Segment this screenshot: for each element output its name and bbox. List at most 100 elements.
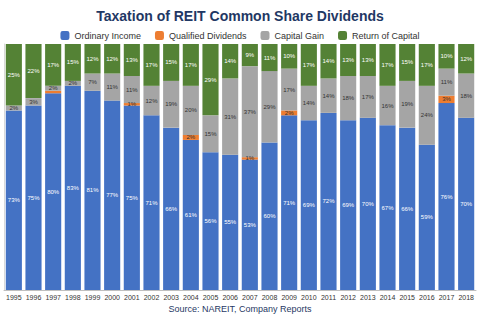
svg-text:2007: 2007 <box>242 294 258 301</box>
svg-text:16%: 16% <box>381 103 394 109</box>
svg-text:56%: 56% <box>204 218 217 224</box>
svg-text:1997: 1997 <box>45 294 61 301</box>
svg-text:Source: NAREIT, Company Report: Source: NAREIT, Company Reports <box>168 304 312 314</box>
svg-text:14%: 14% <box>322 93 335 99</box>
svg-text:13%: 13% <box>126 57 139 63</box>
svg-text:17%: 17% <box>421 62 434 68</box>
svg-text:17%: 17% <box>47 62 60 68</box>
svg-text:2%: 2% <box>186 134 195 140</box>
svg-text:Qualified Dividends: Qualified Dividends <box>169 31 247 41</box>
svg-text:60%: 60% <box>263 213 276 219</box>
svg-text:31%: 31% <box>224 114 237 120</box>
svg-text:70%: 70% <box>362 201 375 207</box>
svg-text:29%: 29% <box>204 77 217 83</box>
svg-text:2004: 2004 <box>183 294 199 301</box>
svg-text:15%: 15% <box>165 59 178 65</box>
svg-text:17%: 17% <box>362 94 375 100</box>
svg-text:77%: 77% <box>106 192 119 198</box>
svg-text:1999: 1999 <box>85 294 101 301</box>
svg-text:2015: 2015 <box>399 294 415 301</box>
svg-text:66%: 66% <box>401 206 414 212</box>
svg-text:15%: 15% <box>204 131 217 137</box>
svg-text:2013: 2013 <box>360 294 376 301</box>
svg-text:2005: 2005 <box>203 294 219 301</box>
svg-text:75%: 75% <box>27 195 40 201</box>
svg-text:2%: 2% <box>9 105 18 111</box>
svg-text:11%: 11% <box>106 84 118 90</box>
svg-text:10%: 10% <box>283 53 296 59</box>
svg-text:3%: 3% <box>442 96 451 102</box>
svg-text:55%: 55% <box>224 219 237 225</box>
svg-text:13%: 13% <box>342 57 355 63</box>
svg-text:73%: 73% <box>8 197 21 203</box>
svg-text:11%: 11% <box>264 55 276 61</box>
svg-text:2017: 2017 <box>439 294 455 301</box>
svg-text:17%: 17% <box>283 87 296 93</box>
svg-text:2011: 2011 <box>321 294 336 301</box>
svg-text:3%: 3% <box>29 99 38 105</box>
svg-text:19%: 19% <box>165 101 178 107</box>
svg-text:2%: 2% <box>285 110 294 116</box>
svg-text:15%: 15% <box>67 59 80 65</box>
svg-text:20%: 20% <box>185 107 198 113</box>
svg-text:22%: 22% <box>27 68 40 74</box>
svg-text:61%: 61% <box>185 212 198 218</box>
svg-text:83%: 83% <box>67 185 80 191</box>
svg-text:29%: 29% <box>263 104 276 110</box>
svg-text:Return of Capital: Return of Capital <box>352 31 420 41</box>
svg-text:18%: 18% <box>342 95 355 101</box>
svg-text:71%: 71% <box>283 200 296 206</box>
svg-text:76%: 76% <box>440 194 453 200</box>
svg-text:19%: 19% <box>401 101 414 107</box>
svg-text:1995: 1995 <box>6 294 22 301</box>
svg-text:14%: 14% <box>303 100 316 106</box>
svg-text:2014: 2014 <box>380 294 396 301</box>
svg-text:2%: 2% <box>68 80 77 86</box>
svg-text:71%: 71% <box>145 200 158 206</box>
svg-text:2012: 2012 <box>340 294 356 301</box>
svg-text:Ordinary Income: Ordinary Income <box>74 31 141 41</box>
svg-text:2008: 2008 <box>262 294 278 301</box>
svg-text:2009: 2009 <box>281 294 297 301</box>
svg-text:17%: 17% <box>185 62 198 68</box>
svg-text:2010: 2010 <box>301 294 317 301</box>
svg-text:2018: 2018 <box>458 294 474 301</box>
svg-text:2000: 2000 <box>104 294 120 301</box>
svg-text:Capital Gain: Capital Gain <box>275 31 325 41</box>
svg-text:80%: 80% <box>47 189 60 195</box>
svg-text:24%: 24% <box>421 112 434 118</box>
svg-text:2006: 2006 <box>222 294 238 301</box>
svg-text:12%: 12% <box>106 56 119 62</box>
svg-text:72%: 72% <box>322 198 335 204</box>
svg-text:10%: 10% <box>440 53 453 59</box>
svg-text:7%: 7% <box>88 79 97 85</box>
svg-text:37%: 37% <box>244 109 257 115</box>
svg-text:66%: 66% <box>165 206 178 212</box>
svg-text:17%: 17% <box>303 62 316 68</box>
svg-text:14%: 14% <box>224 58 237 64</box>
svg-text:75%: 75% <box>126 195 139 201</box>
svg-text:69%: 69% <box>342 202 355 208</box>
svg-text:2%: 2% <box>49 85 58 91</box>
svg-text:81%: 81% <box>86 187 99 193</box>
svg-text:9%: 9% <box>245 52 254 58</box>
svg-text:2016: 2016 <box>419 294 435 301</box>
svg-text:12%: 12% <box>86 56 99 62</box>
svg-text:67%: 67% <box>381 205 394 211</box>
svg-text:53%: 53% <box>244 222 257 228</box>
svg-text:2003: 2003 <box>163 294 179 301</box>
svg-text:69%: 69% <box>303 202 316 208</box>
svg-text:17%: 17% <box>381 62 394 68</box>
svg-text:17%: 17% <box>145 62 158 68</box>
svg-text:2001: 2001 <box>124 294 140 301</box>
svg-text:15%: 15% <box>401 59 414 65</box>
svg-text:70%: 70% <box>460 201 473 207</box>
svg-text:1996: 1996 <box>26 294 42 301</box>
svg-text:1%: 1% <box>245 155 254 161</box>
svg-text:13%: 13% <box>362 57 375 63</box>
svg-text:11%: 11% <box>126 87 138 93</box>
svg-text:18%: 18% <box>460 93 473 99</box>
svg-text:25%: 25% <box>8 72 21 78</box>
svg-text:2002: 2002 <box>144 294 160 301</box>
svg-text:Taxation of REIT Common Share: Taxation of REIT Common Share Dividends <box>96 8 384 24</box>
